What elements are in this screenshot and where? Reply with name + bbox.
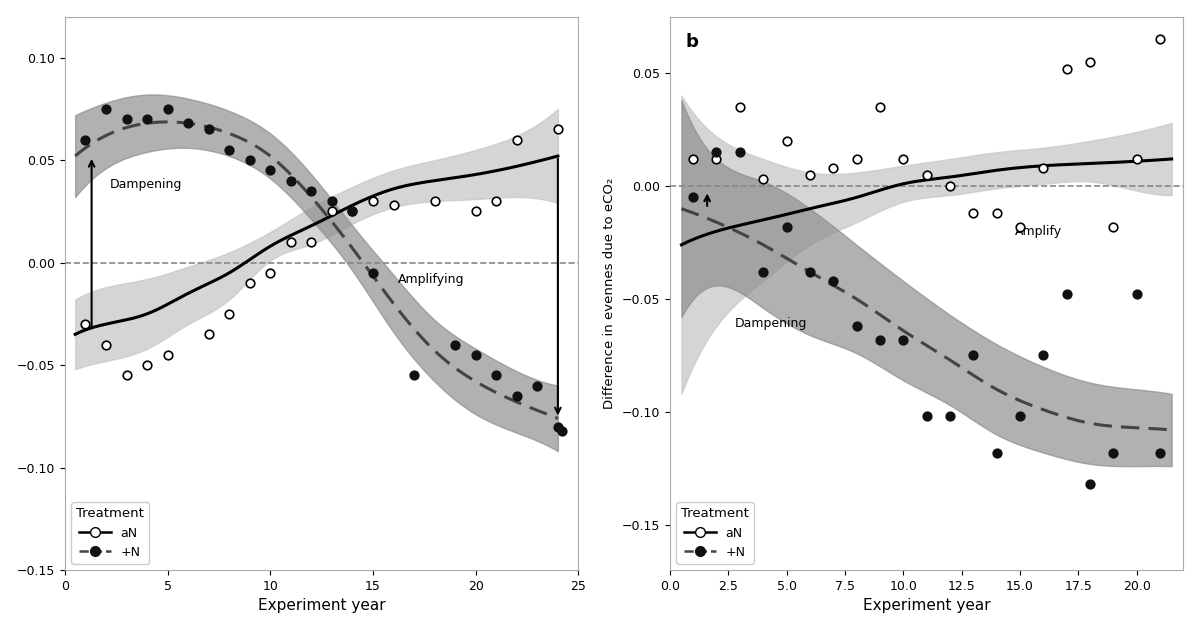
Point	[1057, 64, 1076, 74]
Point	[754, 175, 773, 185]
Point	[445, 340, 464, 350]
Point	[986, 447, 1006, 457]
Point	[220, 309, 239, 319]
Point	[776, 222, 796, 232]
Point	[96, 104, 115, 114]
Text: Amplifying: Amplifying	[397, 273, 464, 285]
Point	[684, 192, 703, 202]
Point	[870, 102, 889, 112]
Point	[343, 207, 362, 217]
Point	[199, 329, 218, 340]
Point	[138, 114, 157, 124]
Point	[552, 426, 571, 436]
Point	[240, 278, 259, 288]
Point	[508, 391, 527, 401]
Point	[986, 208, 1006, 218]
Point	[343, 207, 362, 217]
Point	[323, 207, 342, 217]
Text: b: b	[685, 33, 698, 51]
Point	[384, 200, 403, 210]
Point	[754, 267, 773, 277]
Point	[1080, 479, 1099, 490]
Point	[823, 163, 842, 173]
Point	[548, 421, 568, 432]
Point	[776, 136, 796, 146]
Point	[731, 102, 750, 112]
Point	[364, 196, 383, 206]
Point	[1010, 411, 1030, 421]
Point	[508, 135, 527, 145]
Y-axis label: Difference in evennes due to eCO₂: Difference in evennes due to eCO₂	[604, 178, 616, 409]
Point	[1033, 163, 1052, 173]
Point	[116, 114, 136, 124]
Point	[1151, 447, 1170, 457]
Point	[425, 196, 444, 206]
Point	[487, 196, 506, 206]
Point	[870, 335, 889, 345]
Point	[96, 340, 115, 350]
Point	[179, 118, 198, 129]
Point	[894, 335, 913, 345]
X-axis label: Experiment year: Experiment year	[258, 598, 385, 614]
Point	[466, 350, 485, 360]
Point	[404, 370, 424, 381]
Point	[240, 155, 259, 165]
Point	[731, 147, 750, 158]
Point	[1151, 34, 1170, 44]
Point	[260, 165, 280, 175]
Point	[1057, 289, 1076, 299]
Legend: aN, +N: aN, +N	[71, 502, 149, 564]
Point	[917, 411, 936, 421]
Point	[917, 169, 936, 180]
Point	[76, 319, 95, 329]
Point	[941, 181, 960, 191]
Point	[528, 381, 547, 391]
Point	[76, 135, 95, 145]
Point	[487, 370, 506, 381]
Legend: aN, +N: aN, +N	[676, 502, 754, 564]
Point	[548, 124, 568, 134]
Point	[301, 186, 320, 196]
Point	[220, 145, 239, 155]
Point	[800, 169, 820, 180]
Point	[1104, 447, 1123, 457]
Point	[199, 124, 218, 134]
Point	[158, 350, 178, 360]
Point	[1080, 57, 1099, 67]
Text: Dampening: Dampening	[736, 317, 808, 330]
Point	[707, 154, 726, 164]
Point	[1033, 350, 1052, 360]
Point	[894, 154, 913, 164]
Point	[1127, 154, 1146, 164]
Point	[281, 237, 300, 247]
Point	[941, 411, 960, 421]
Point	[301, 237, 320, 247]
Point	[847, 154, 866, 164]
Text: Amplify: Amplify	[1015, 225, 1062, 238]
Point	[323, 196, 342, 206]
Point	[800, 267, 820, 277]
Point	[158, 104, 178, 114]
Point	[964, 350, 983, 360]
Point	[1010, 222, 1030, 232]
Point	[281, 176, 300, 186]
Point	[823, 276, 842, 286]
Point	[260, 268, 280, 278]
Point	[466, 207, 485, 217]
Point	[116, 370, 136, 381]
Point	[707, 147, 726, 158]
Point	[847, 321, 866, 331]
Point	[138, 360, 157, 370]
Point	[1127, 289, 1146, 299]
Point	[364, 268, 383, 278]
Point	[964, 208, 983, 218]
Text: Dampening: Dampening	[110, 178, 182, 192]
Point	[684, 154, 703, 164]
Point	[1104, 222, 1123, 232]
X-axis label: Experiment year: Experiment year	[863, 598, 990, 614]
